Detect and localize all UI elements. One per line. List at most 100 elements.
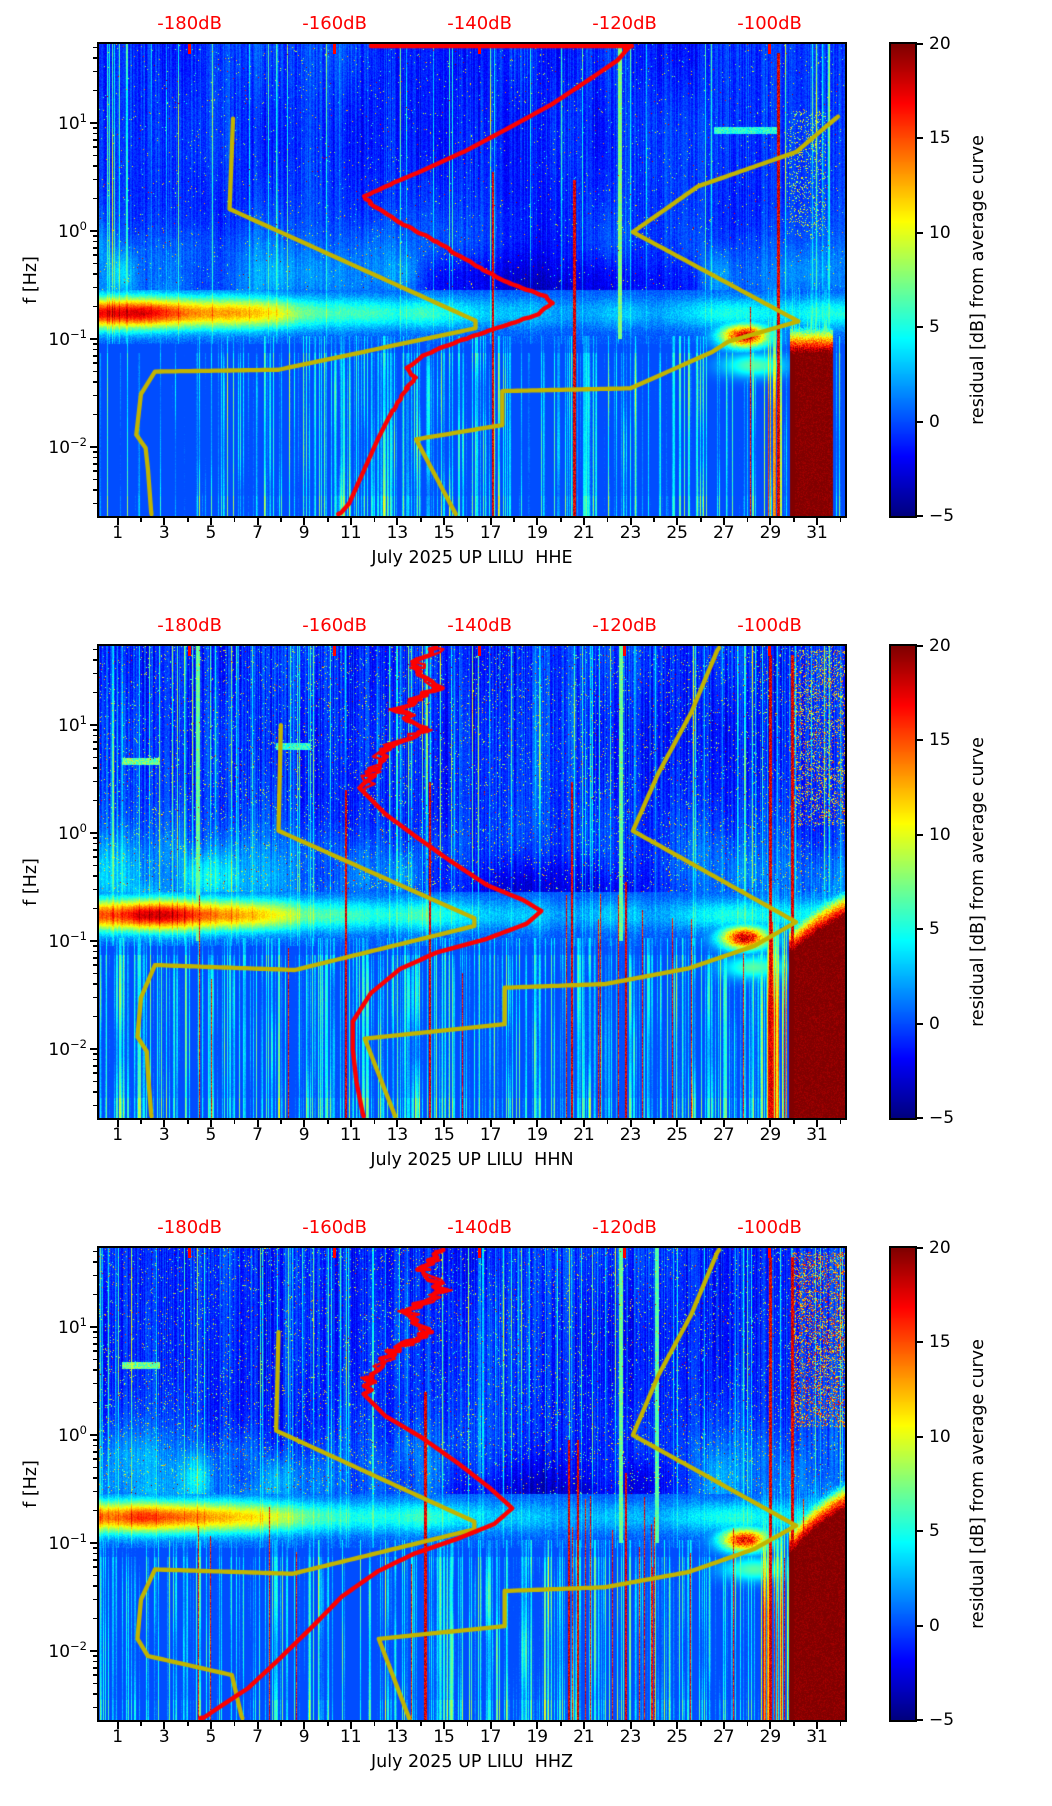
- y-minor-tick: [93, 1064, 97, 1067]
- y-minor-tick: [93, 799, 97, 802]
- x-tick-label: 9: [298, 1727, 310, 1747]
- y-minor-tick: [93, 355, 97, 357]
- y-minor-tick: [93, 691, 97, 694]
- y-minor-tick: [93, 945, 97, 947]
- y-tick: [90, 1434, 97, 1437]
- x-tick: [536, 1722, 539, 1729]
- y-minor-tick: [93, 247, 97, 249]
- x-tick-label: 23: [619, 523, 642, 543]
- y-tick: [90, 940, 97, 943]
- x-tick-label: 25: [666, 1727, 688, 1747]
- y-tick-label: 10−1: [29, 929, 87, 952]
- y-tick-exp: −2: [70, 435, 87, 450]
- x-tick-label: 3: [158, 523, 170, 543]
- x-minor-tick: [233, 1722, 236, 1726]
- x-tick: [303, 1120, 306, 1127]
- x-tick-label: 21: [573, 1125, 595, 1145]
- top-axis-tick: [478, 44, 482, 54]
- y-minor-tick: [93, 262, 97, 265]
- colorbar-tick-label: 5: [929, 1521, 940, 1542]
- colorbar-tick-label: 15: [929, 128, 951, 149]
- x-tick-label: 13: [386, 523, 409, 543]
- y-minor-tick: [93, 235, 97, 237]
- x-tick: [443, 1722, 446, 1729]
- y-tick-exp: −1: [70, 1531, 87, 1546]
- x-minor-tick: [466, 1722, 469, 1726]
- y-tick-exp: 1: [79, 1315, 87, 1330]
- x-axis-title: July 2025 UP LILU HHE: [371, 548, 573, 568]
- colorbar-tick: [917, 1530, 923, 1533]
- top-axis-label: -180dB: [157, 13, 222, 34]
- x-minor-tick: [140, 518, 143, 522]
- x-minor-tick: [699, 1120, 702, 1124]
- y-tick-exp: 1: [79, 111, 87, 126]
- y-minor-tick: [93, 767, 97, 769]
- y-minor-tick: [93, 456, 97, 459]
- top-axis-label: -100dB: [737, 1217, 802, 1238]
- y-tick-base: 10: [58, 1317, 80, 1338]
- colorbar-tick: [917, 326, 923, 329]
- x-tick: [722, 1722, 725, 1729]
- y-tick-label: 10−2: [29, 435, 87, 458]
- x-minor-tick: [746, 518, 749, 522]
- y-minor-tick: [93, 1274, 97, 1277]
- x-tick-label: 11: [339, 523, 362, 543]
- y-tick: [90, 1048, 97, 1051]
- x-minor-tick: [513, 518, 516, 522]
- y-minor-tick: [93, 950, 97, 953]
- x-minor-tick: [140, 1722, 143, 1726]
- x-tick-label: 1: [112, 523, 124, 543]
- x-minor-tick: [746, 1722, 749, 1726]
- x-tick: [256, 1120, 259, 1127]
- colorbar-tick-label: 0: [929, 1615, 940, 1636]
- y-minor-tick: [93, 165, 97, 167]
- y-minor-tick: [93, 89, 97, 92]
- x-tick: [722, 518, 725, 525]
- y-minor-tick: [93, 1509, 97, 1512]
- x-tick-label: 15: [433, 1727, 455, 1747]
- x-minor-tick: [233, 1120, 236, 1124]
- x-tick-label: 11: [339, 1727, 362, 1747]
- top-axis-tick: [623, 44, 627, 54]
- y-minor-tick: [93, 875, 97, 877]
- y-minor-tick: [93, 1451, 97, 1453]
- colorbar-tick: [917, 231, 923, 234]
- y-tick-label: 101: [29, 111, 87, 134]
- x-tick-label: 9: [298, 523, 310, 543]
- y-minor-tick: [93, 659, 97, 661]
- colorbar-tick-label: 10: [929, 1426, 951, 1447]
- y-tick-label: 100: [29, 219, 87, 242]
- x-tick-label: 29: [759, 523, 782, 543]
- y-minor-tick: [93, 1660, 97, 1663]
- x-tick-label: 19: [526, 523, 549, 543]
- colorbar-label: residual [dB] from average curve: [968, 737, 988, 1027]
- x-minor-tick: [839, 1120, 842, 1124]
- y-tick-base: 10: [58, 715, 80, 736]
- x-tick: [209, 1120, 212, 1127]
- y-minor-tick: [93, 127, 97, 129]
- y-tick-label: 100: [29, 821, 87, 844]
- y-minor-tick: [93, 1382, 97, 1385]
- x-minor-tick: [326, 1722, 329, 1726]
- x-tick-label: 19: [526, 1727, 549, 1747]
- top-axis-label: -140dB: [447, 615, 512, 636]
- colorbar-tick: [917, 645, 923, 647]
- top-axis-tick: [333, 1248, 337, 1258]
- x-tick-label: 17: [479, 523, 502, 543]
- x-minor-tick: [280, 518, 282, 522]
- top-axis-label: -120dB: [592, 13, 657, 34]
- y-minor-tick: [93, 1585, 97, 1587]
- colorbar-tick: [917, 420, 923, 423]
- x-tick: [582, 518, 585, 525]
- y-minor-tick: [93, 240, 97, 243]
- x-minor-tick: [420, 1120, 422, 1124]
- y-minor-tick: [93, 1617, 97, 1620]
- x-tick: [489, 518, 492, 525]
- x-tick: [209, 1722, 212, 1729]
- y-minor-tick: [93, 888, 97, 891]
- y-minor-tick: [93, 1655, 97, 1657]
- colorbar-tick: [917, 1719, 923, 1721]
- top-axis-tick: [188, 1248, 192, 1258]
- top-axis-tick: [768, 646, 772, 656]
- y-minor-tick: [93, 1053, 97, 1055]
